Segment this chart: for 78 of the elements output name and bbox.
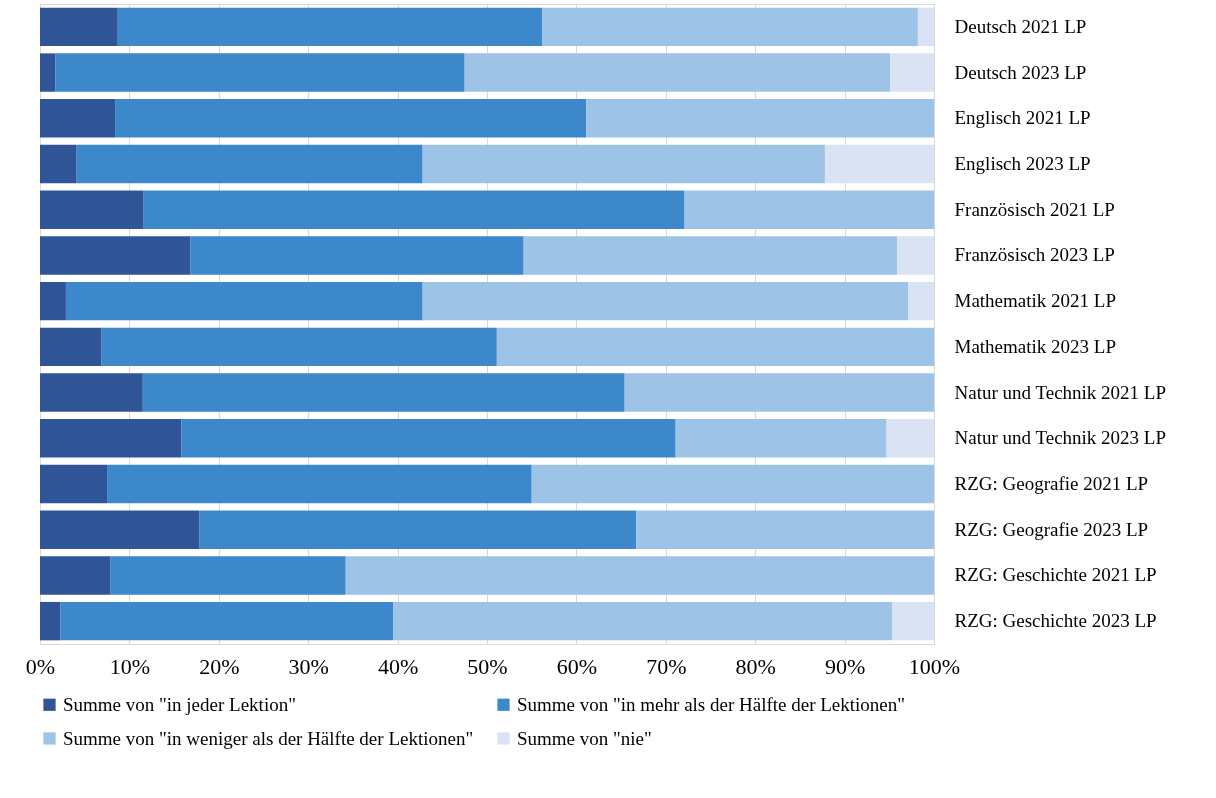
bar bbox=[40, 556, 111, 595]
bar bbox=[60, 601, 394, 641]
bar bbox=[40, 373, 143, 412]
y-tick-label: RZG: Geografie 2021 LP bbox=[954, 473, 1149, 494]
bar bbox=[890, 53, 934, 92]
y-tick-label: RZG: Geschichte 2023 LP bbox=[954, 610, 1157, 632]
bar bbox=[684, 190, 934, 229]
y-tick-label: Natur und Technik 2023 LP bbox=[954, 427, 1167, 449]
bar bbox=[110, 556, 346, 595]
bar bbox=[40, 327, 102, 367]
bar bbox=[393, 601, 892, 641]
x-tick-label: 80% bbox=[735, 653, 776, 679]
bar bbox=[636, 510, 934, 549]
legend-label: Summe von "nie" bbox=[517, 727, 652, 749]
bar bbox=[40, 7, 118, 47]
bar bbox=[40, 510, 200, 549]
x-tick-label: 90% bbox=[824, 653, 866, 679]
y-tick-label: Deutsch 2023 LP bbox=[954, 61, 1087, 83]
x-tick-label: 40% bbox=[377, 653, 419, 679]
bar bbox=[107, 464, 532, 504]
bar bbox=[143, 190, 685, 229]
bar bbox=[542, 7, 918, 47]
bar bbox=[345, 556, 934, 595]
bar bbox=[142, 373, 625, 412]
x-tick-label: 70% bbox=[646, 653, 687, 679]
bar bbox=[55, 53, 465, 92]
bar bbox=[675, 419, 887, 458]
y-tick-label: Mathematik 2023 LP bbox=[954, 335, 1116, 357]
bar bbox=[422, 281, 909, 321]
y-tick-label: Natur und Technik 2021 LP bbox=[954, 381, 1167, 403]
legend-label: Summe von "in weniger als der Hälfte der Lektionen" bbox=[63, 727, 474, 749]
y-tick-label: Englisch 2023 LP bbox=[954, 153, 1091, 174]
bar bbox=[531, 464, 934, 504]
y-tick-label: Deutsch 2021 LP bbox=[954, 15, 1087, 37]
y-tick-label: Französisch 2023 LP bbox=[954, 244, 1115, 266]
y-tick-label: Englisch 2021 LP bbox=[954, 107, 1091, 129]
bar bbox=[181, 419, 676, 458]
bar bbox=[40, 601, 61, 641]
x-tick-label: 10% bbox=[109, 653, 151, 679]
bar bbox=[891, 601, 934, 641]
bar bbox=[40, 190, 144, 229]
bar bbox=[40, 53, 56, 92]
bar bbox=[917, 7, 934, 47]
bar bbox=[40, 419, 182, 458]
bar bbox=[464, 53, 891, 92]
bar bbox=[586, 99, 934, 138]
bar bbox=[523, 236, 898, 275]
x-tick-label: 20% bbox=[199, 653, 240, 679]
bar bbox=[117, 7, 543, 47]
y-tick-label: Mathematik 2021 LP bbox=[954, 290, 1116, 312]
bar bbox=[199, 510, 637, 549]
legend-label: Summe von "in jeder Lektion" bbox=[63, 693, 296, 715]
bar bbox=[897, 236, 934, 275]
bar bbox=[76, 144, 423, 184]
bar bbox=[65, 281, 423, 321]
bar bbox=[886, 419, 934, 458]
bar bbox=[40, 144, 77, 184]
bar bbox=[824, 144, 934, 184]
bar bbox=[101, 327, 497, 367]
y-tick-label: RZG: Geschichte 2021 LP bbox=[954, 564, 1157, 586]
bar bbox=[190, 236, 524, 275]
x-tick-label: 0% bbox=[25, 653, 56, 679]
legend-label: Summe von "in mehr als der Hälfte der Lektionen" bbox=[517, 693, 906, 715]
x-tick-label: 50% bbox=[467, 653, 508, 679]
bar bbox=[115, 99, 587, 138]
y-tick-label: RZG: Geografie 2023 LP bbox=[954, 518, 1149, 540]
bar bbox=[40, 281, 66, 321]
bar bbox=[40, 99, 116, 138]
x-tick-label: 60% bbox=[556, 653, 598, 679]
x-tick-label: 30% bbox=[288, 653, 329, 679]
y-tick-label: Französisch 2021 LP bbox=[954, 198, 1115, 220]
bar bbox=[40, 464, 108, 504]
bar bbox=[908, 281, 934, 321]
bar bbox=[496, 327, 934, 367]
bar bbox=[422, 144, 825, 184]
bar bbox=[624, 373, 934, 412]
bar bbox=[40, 236, 191, 275]
x-tick-label: 100% bbox=[908, 653, 961, 679]
